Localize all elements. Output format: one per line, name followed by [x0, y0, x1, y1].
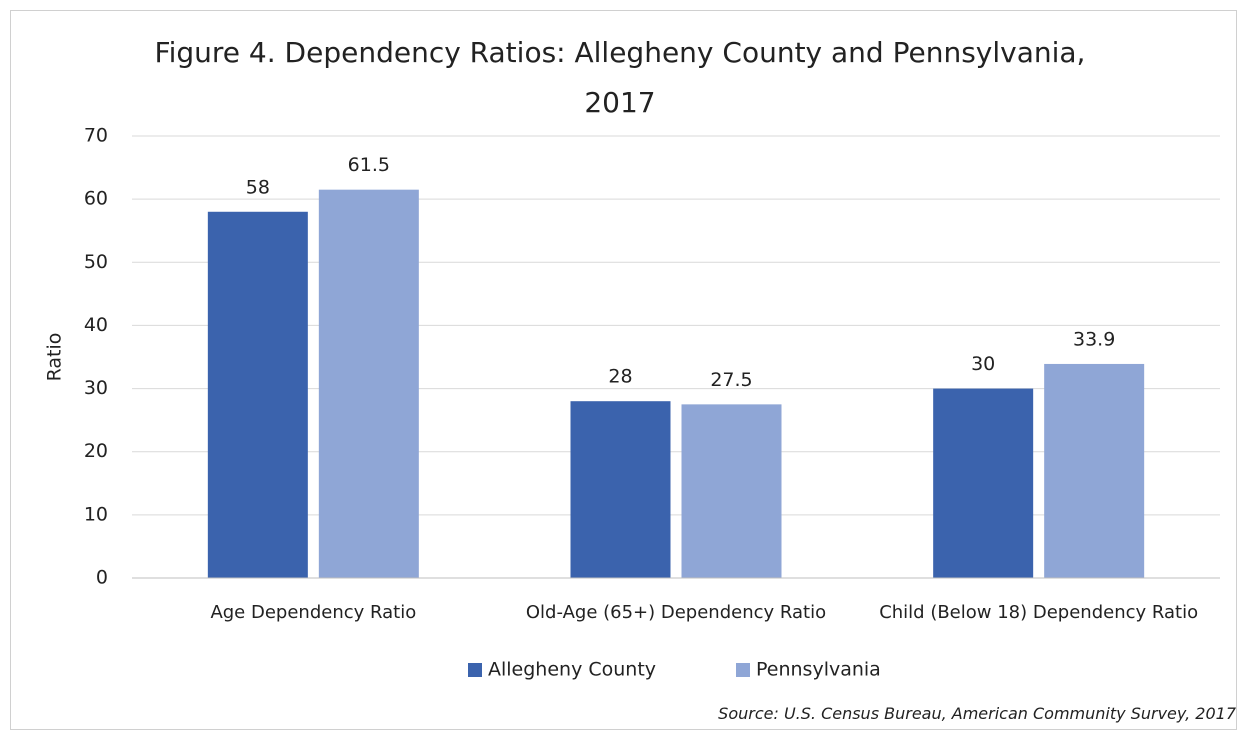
y-tick-label: 30	[84, 377, 108, 399]
data-label: 58	[246, 176, 270, 198]
y-tick-label: 40	[84, 314, 108, 336]
chart-title: Figure 4. Dependency Ratios: Allegheny C…	[154, 36, 1086, 119]
y-tick-label: 50	[84, 251, 108, 273]
data-label: 27.5	[710, 369, 752, 391]
chart-border	[10, 10, 1237, 730]
data-label: 28	[608, 366, 632, 388]
bar	[933, 388, 1034, 578]
legend-label: Pennsylvania	[756, 659, 881, 681]
bar	[681, 404, 782, 578]
bar	[318, 189, 419, 578]
data-label: 61.5	[348, 154, 390, 176]
y-tick-label: 70	[84, 125, 108, 147]
x-tick-label: Child (Below 18) Dependency Ratio	[879, 602, 1199, 623]
y-tick-label: 10	[84, 503, 108, 525]
bar	[1044, 363, 1145, 578]
bar	[207, 211, 308, 578]
y-axis-label: Ratio	[44, 333, 66, 382]
bar	[570, 401, 671, 578]
legend-swatch	[468, 663, 482, 677]
legend-swatch	[736, 663, 750, 677]
y-tick-label: 0	[96, 567, 108, 589]
y-tick-label: 20	[84, 440, 108, 462]
data-label: 30	[971, 353, 995, 375]
y-tick-label: 60	[84, 188, 108, 210]
x-tick-label: Age Dependency Ratio	[210, 602, 417, 623]
data-label: 33.9	[1073, 328, 1115, 350]
x-tick-label: Old-Age (65+) Dependency Ratio	[525, 602, 827, 623]
legend-label: Allegheny County	[488, 659, 656, 681]
source-note: Source: U.S. Census Bureau, American Com…	[718, 704, 1236, 723]
